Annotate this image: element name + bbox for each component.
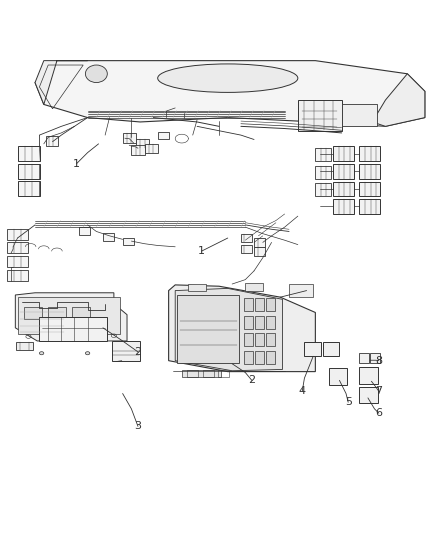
Bar — [18, 181, 40, 197]
Text: 5: 5 — [345, 397, 352, 407]
Bar — [289, 284, 313, 297]
Bar — [7, 255, 28, 266]
Polygon shape — [175, 288, 283, 371]
Bar — [112, 341, 140, 361]
Bar — [123, 133, 136, 143]
Polygon shape — [35, 61, 88, 104]
Bar — [359, 353, 369, 363]
Text: 1: 1 — [73, 159, 80, 168]
Bar — [48, 307, 66, 319]
Bar — [244, 333, 253, 346]
Bar — [254, 247, 265, 255]
Bar — [24, 307, 42, 319]
Ellipse shape — [85, 352, 90, 355]
Ellipse shape — [158, 64, 298, 92]
Text: 7: 7 — [375, 386, 382, 397]
Bar — [7, 229, 28, 240]
Bar — [333, 182, 354, 197]
Bar — [241, 233, 252, 243]
Bar — [244, 351, 253, 364]
Bar — [304, 342, 321, 356]
Text: 3: 3 — [134, 422, 141, 431]
Text: 8: 8 — [375, 356, 382, 366]
Bar — [244, 316, 253, 329]
Text: 1: 1 — [198, 246, 205, 256]
Bar — [255, 333, 264, 346]
Bar — [359, 164, 380, 179]
Bar — [359, 199, 380, 214]
Bar — [187, 370, 198, 377]
Bar — [241, 245, 252, 253]
Bar — [359, 386, 378, 403]
Bar — [315, 148, 331, 161]
Text: 4: 4 — [299, 386, 306, 397]
Bar — [333, 147, 354, 161]
Bar — [266, 298, 275, 311]
Bar — [255, 298, 264, 311]
Text: 2: 2 — [134, 347, 141, 357]
Bar — [218, 370, 229, 377]
Bar — [7, 243, 28, 253]
Bar — [254, 238, 265, 247]
Bar — [342, 104, 377, 126]
Bar — [188, 284, 206, 290]
Bar — [123, 238, 134, 246]
Bar — [323, 342, 339, 356]
Bar — [7, 270, 28, 280]
Bar — [18, 146, 40, 161]
Bar — [158, 132, 169, 140]
Bar — [255, 316, 264, 329]
Polygon shape — [372, 74, 425, 126]
Ellipse shape — [85, 65, 107, 83]
Bar — [136, 139, 149, 148]
Bar — [328, 368, 347, 385]
Bar — [177, 295, 239, 363]
Bar — [131, 145, 145, 155]
Bar — [72, 307, 90, 319]
Bar — [266, 316, 275, 329]
Text: 6: 6 — [375, 408, 382, 418]
Bar — [266, 351, 275, 364]
Bar — [18, 164, 40, 179]
Bar — [333, 164, 354, 179]
Bar — [203, 370, 214, 377]
Bar — [103, 233, 114, 241]
Bar — [255, 351, 264, 364]
Bar — [39, 317, 107, 341]
Bar — [315, 166, 331, 179]
Polygon shape — [16, 342, 33, 350]
Bar — [46, 136, 58, 146]
Polygon shape — [15, 293, 127, 341]
Bar — [145, 144, 158, 154]
Ellipse shape — [39, 352, 44, 355]
Text: 2: 2 — [248, 375, 255, 385]
Bar — [370, 353, 380, 363]
Bar — [266, 333, 275, 346]
Bar — [315, 183, 331, 197]
Bar — [244, 298, 253, 311]
Bar — [245, 282, 263, 290]
Bar — [333, 199, 354, 214]
Bar — [359, 367, 378, 384]
Bar — [298, 100, 342, 131]
Bar — [18, 297, 120, 334]
Polygon shape — [169, 285, 315, 372]
Bar — [359, 147, 380, 161]
Bar — [79, 227, 90, 235]
Bar — [359, 182, 380, 197]
Polygon shape — [35, 61, 425, 126]
Bar — [182, 370, 221, 377]
